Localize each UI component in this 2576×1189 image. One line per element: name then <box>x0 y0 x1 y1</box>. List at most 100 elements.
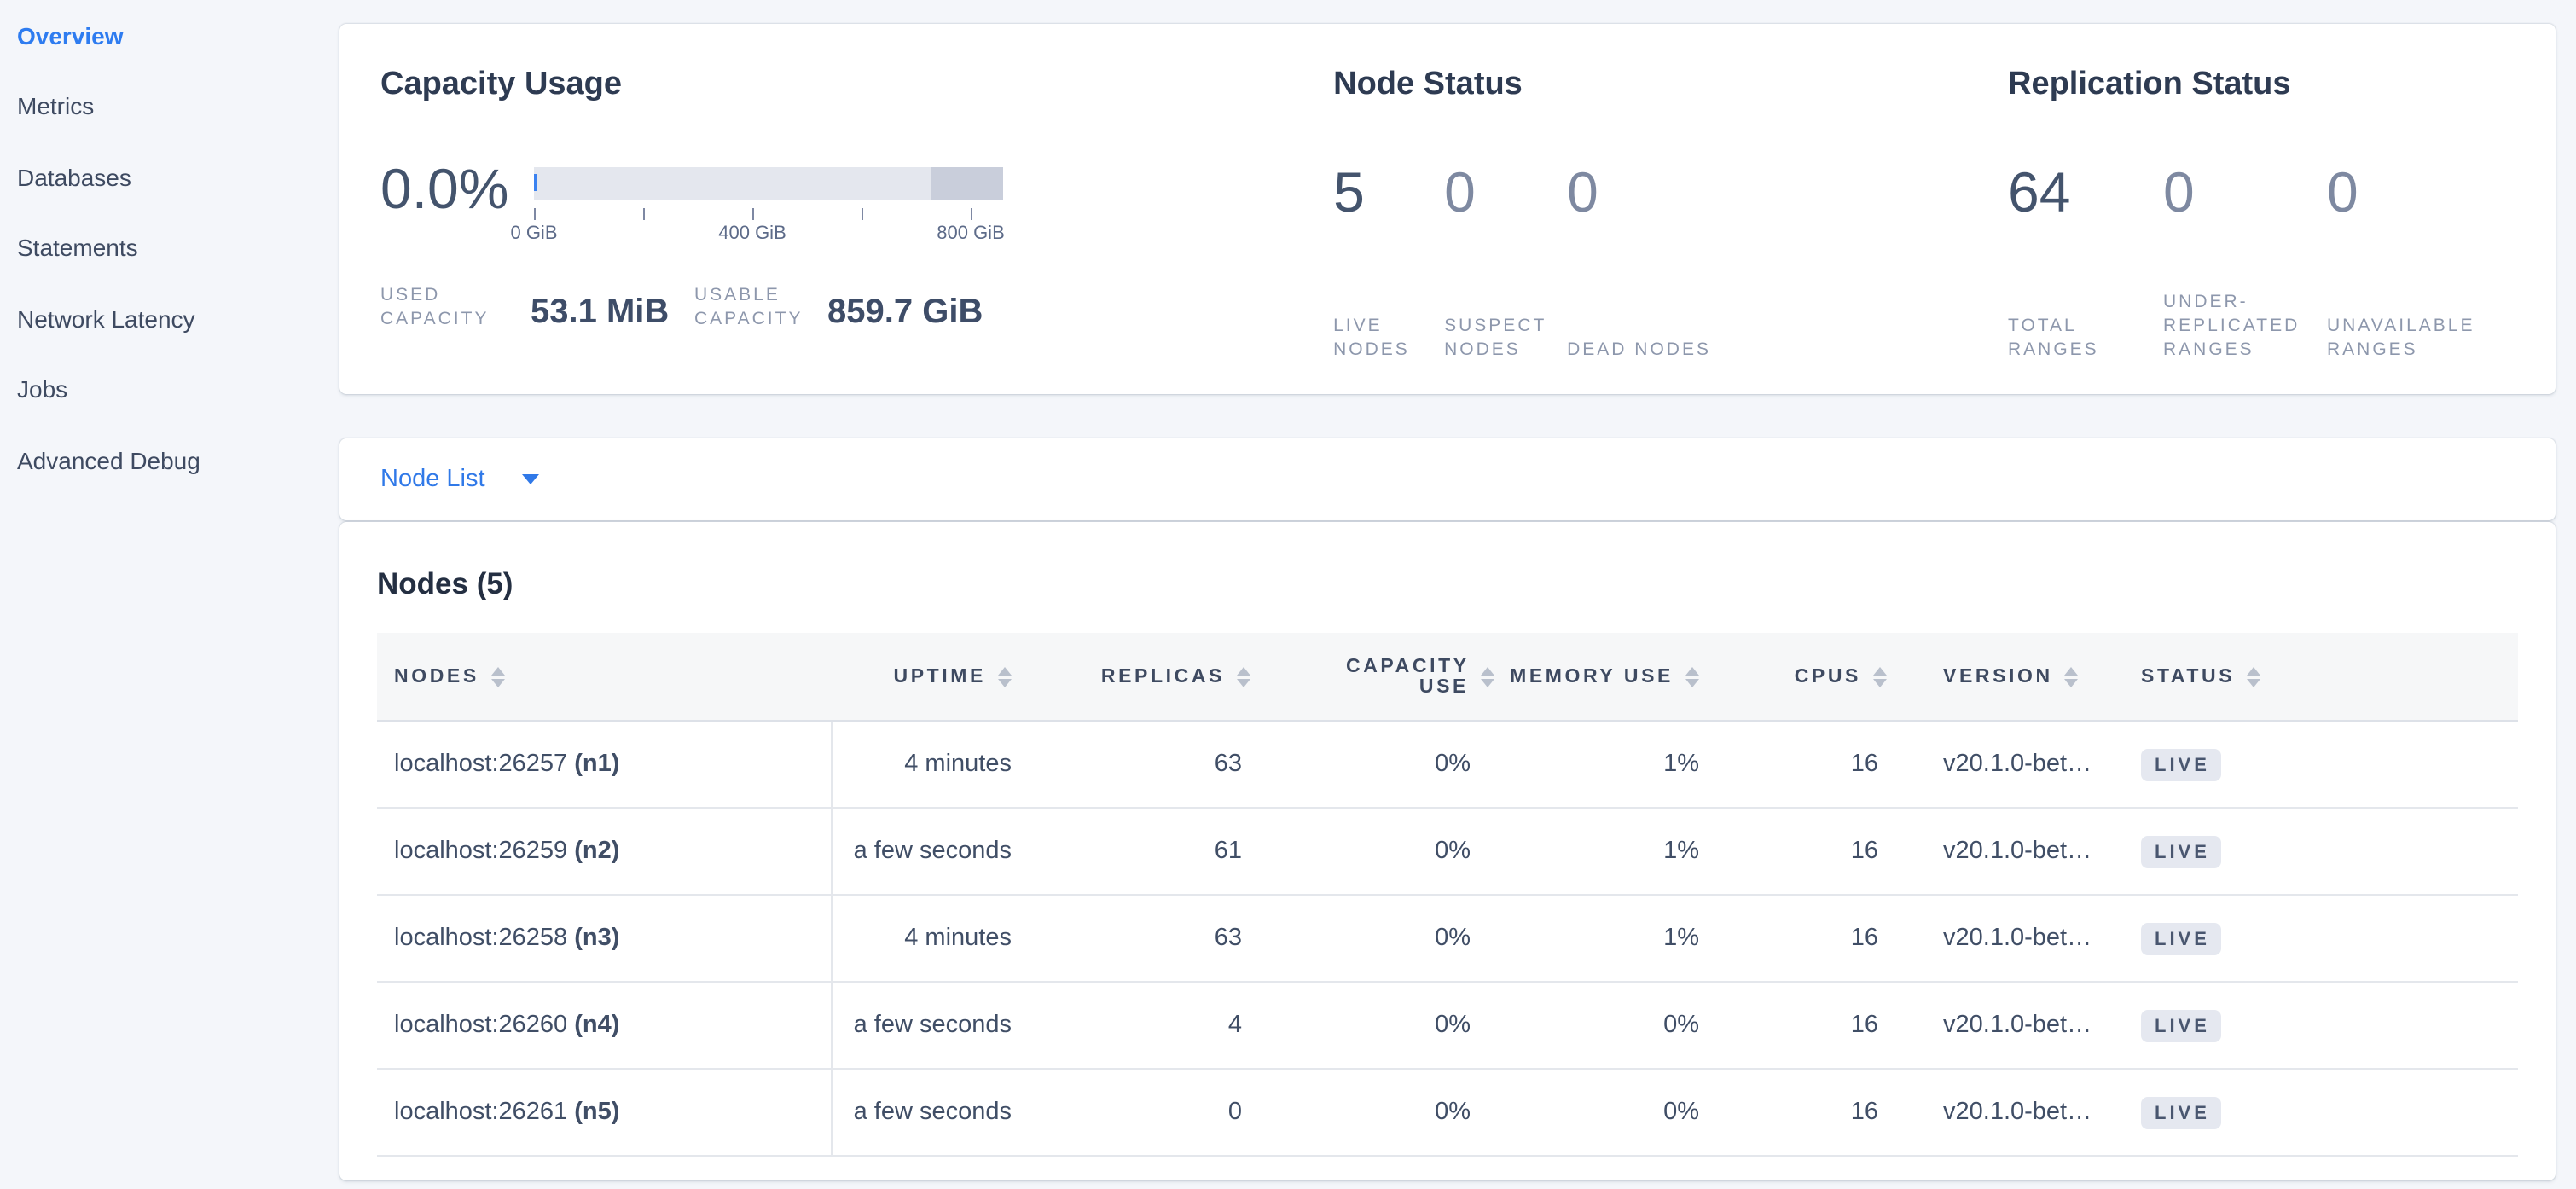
node-status-stats: 5 LIVE NODES 0 SUSPECT NODES 0 DEAD NODE… <box>1333 160 2008 362</box>
status-cell: LIVE <box>2115 1096 2518 1128</box>
live-nodes-value: 5 <box>1333 160 1365 223</box>
capacity-use-cell: 0% <box>1435 925 1471 952</box>
node-list-dropdown-label: Node List <box>380 466 485 493</box>
uptime-cell: a few seconds <box>853 1012 1012 1039</box>
sidebar-item-overview[interactable]: Overview <box>17 21 124 49</box>
table-row: localhost:26260 (n4) a few seconds 4 0% … <box>377 982 2518 1070</box>
node-link[interactable]: localhost:26259 (n2) <box>394 838 620 865</box>
capacity-stats: USED CAPACITY 53.1 MiB USABLE CAPACITY 8… <box>380 283 983 331</box>
chevron-down-icon <box>522 474 540 484</box>
capacity-bar-chart <box>534 167 1003 200</box>
nodes-table-card: Nodes (5) NODES UPTIME <box>339 522 2556 1180</box>
node-link[interactable]: localhost:26260 (n4) <box>394 1012 620 1039</box>
table-row: localhost:26259 (n2) a few seconds 61 0%… <box>377 808 2518 896</box>
memory-use-cell: 1% <box>1663 751 1699 778</box>
sort-icon <box>1685 666 1699 687</box>
table-header-row: NODES UPTIME REPLICAS <box>377 633 2518 722</box>
node-list-dropdown[interactable]: Node List <box>380 466 540 493</box>
uptime-cell: a few seconds <box>853 838 1012 865</box>
used-capacity-value: 53.1 MiB <box>531 293 670 331</box>
sidebar-item-network-latency[interactable]: Network Latency <box>17 304 195 333</box>
sort-icon <box>1873 666 1887 687</box>
capacity-use-cell: 0% <box>1435 1012 1471 1039</box>
memory-use-cell: 0% <box>1663 1012 1699 1039</box>
dead-nodes-stat: 0 DEAD NODES <box>1567 160 1738 362</box>
sort-icon <box>998 666 1012 687</box>
under-replicated-value: 0 <box>2163 160 2195 223</box>
cpus-cell: 16 <box>1850 838 1878 865</box>
total-ranges-value: 64 <box>2008 160 2071 223</box>
dead-nodes-value: 0 <box>1567 160 1598 223</box>
memory-use-cell: 1% <box>1663 925 1699 952</box>
used-capacity-label: USED CAPACITY <box>380 285 490 329</box>
column-header-memory-use[interactable]: MEMORY USE <box>1510 633 1714 722</box>
capacity-usage-title: Capacity Usage <box>380 67 623 102</box>
capacity-bar-reserved-segment <box>931 167 1003 200</box>
axis-tick-label-0: 0 GiB <box>510 223 558 244</box>
axis-tick <box>534 208 536 220</box>
nodes-table: NODES UPTIME REPLICAS <box>377 633 2518 1157</box>
axis-tick <box>752 208 754 220</box>
sort-icon <box>490 666 505 687</box>
node-link[interactable]: localhost:26261 (n5) <box>394 1099 620 1126</box>
status-cell: LIVE <box>2115 835 2518 867</box>
replicas-cell: 0 <box>1227 1099 1242 1126</box>
uptime-cell: 4 minutes <box>904 925 1012 952</box>
replicas-cell: 63 <box>1214 925 1242 952</box>
capacity-use-cell: 0% <box>1435 751 1471 778</box>
unavailable-ranges-stat: 0 UNAVAILABLE RANGES <box>2327 160 2515 362</box>
replicas-cell: 63 <box>1214 751 1242 778</box>
memory-use-cell: 1% <box>1663 838 1699 865</box>
sidebar-item-statements[interactable]: Statements <box>17 234 138 262</box>
sort-icon <box>1481 666 1494 687</box>
table-row: localhost:26257 (n1) 4 minutes 63 0% 1% … <box>377 721 2518 809</box>
live-status-badge: LIVE <box>2141 835 2222 867</box>
column-header-cpus[interactable]: CPUS <box>1714 633 1911 722</box>
version-cell: v20.1.0-bet… <box>1943 751 2092 778</box>
sidebar-item-databases[interactable]: Databases <box>17 163 131 191</box>
axis-tick <box>643 208 645 220</box>
replication-status-section: Replication Status 64 TOTAL RANGES 0 UND… <box>2008 65 2515 360</box>
nodes-heading: Nodes (5) <box>377 566 513 600</box>
column-header-uptime[interactable]: UPTIME <box>831 633 1036 722</box>
column-header-version[interactable]: VERSION <box>1911 633 2115 722</box>
column-header-nodes[interactable]: NODES <box>377 633 831 722</box>
node-status-title: Node Status <box>1333 67 1523 102</box>
version-cell: v20.1.0-bet… <box>1943 1099 2092 1126</box>
column-header-replicas[interactable]: REPLICAS <box>1036 633 1274 722</box>
uptime-cell: 4 minutes <box>904 751 1012 778</box>
replication-stats: 64 TOTAL RANGES 0 UNDER-REPLICATED RANGE… <box>2008 160 2515 362</box>
table-row: localhost:26258 (n3) 4 minutes 63 0% 1% … <box>377 895 2518 983</box>
replicas-cell: 4 <box>1227 1012 1242 1039</box>
cpus-cell: 16 <box>1850 925 1878 952</box>
capacity-used-percent: 0.0% <box>380 157 509 220</box>
sidebar-item-jobs[interactable]: Jobs <box>17 375 68 403</box>
sidebar-item-metrics[interactable]: Metrics <box>17 92 95 120</box>
axis-tick-label-800: 800 GiB <box>937 223 1005 244</box>
under-replicated-label: UNDER-REPLICATED RANGES <box>2163 292 2300 360</box>
usable-capacity-label: USABLE CAPACITY <box>694 285 804 329</box>
version-cell: v20.1.0-bet… <box>1943 925 2092 952</box>
column-header-status[interactable]: STATUS <box>2115 633 2518 722</box>
replication-status-title: Replication Status <box>2008 67 2291 102</box>
cluster-summary-card: Capacity Usage 0.0% 0 GiB 400 GiB 800 Gi… <box>339 24 2556 394</box>
uptime-cell: a few seconds <box>853 1099 1012 1126</box>
node-link[interactable]: localhost:26257 (n1) <box>394 751 620 778</box>
column-header-capacity-use[interactable]: CAPACITY USE <box>1274 633 1510 722</box>
status-cell: LIVE <box>2115 1009 2518 1041</box>
status-cell: LIVE <box>2115 922 2518 954</box>
sidebar-item-advanced-debug[interactable]: Advanced Debug <box>17 446 200 474</box>
axis-tick <box>971 208 972 220</box>
dead-nodes-label: DEAD NODES <box>1567 339 1711 360</box>
status-cell: LIVE <box>2115 748 2518 780</box>
node-link[interactable]: localhost:26258 (n3) <box>394 925 620 952</box>
sidebar-nav: Overview Metrics Databases Statements Ne… <box>0 0 339 496</box>
under-replicated-stat: 0 UNDER-REPLICATED RANGES <box>2163 160 2327 362</box>
total-ranges-stat: 64 TOTAL RANGES <box>2008 160 2163 362</box>
cpus-cell: 16 <box>1850 1099 1878 1126</box>
unavailable-ranges-value: 0 <box>2327 160 2358 223</box>
live-status-badge: LIVE <box>2141 1009 2222 1041</box>
live-nodes-stat: 5 LIVE NODES <box>1333 160 1444 362</box>
version-cell: v20.1.0-bet… <box>1943 1012 2092 1039</box>
